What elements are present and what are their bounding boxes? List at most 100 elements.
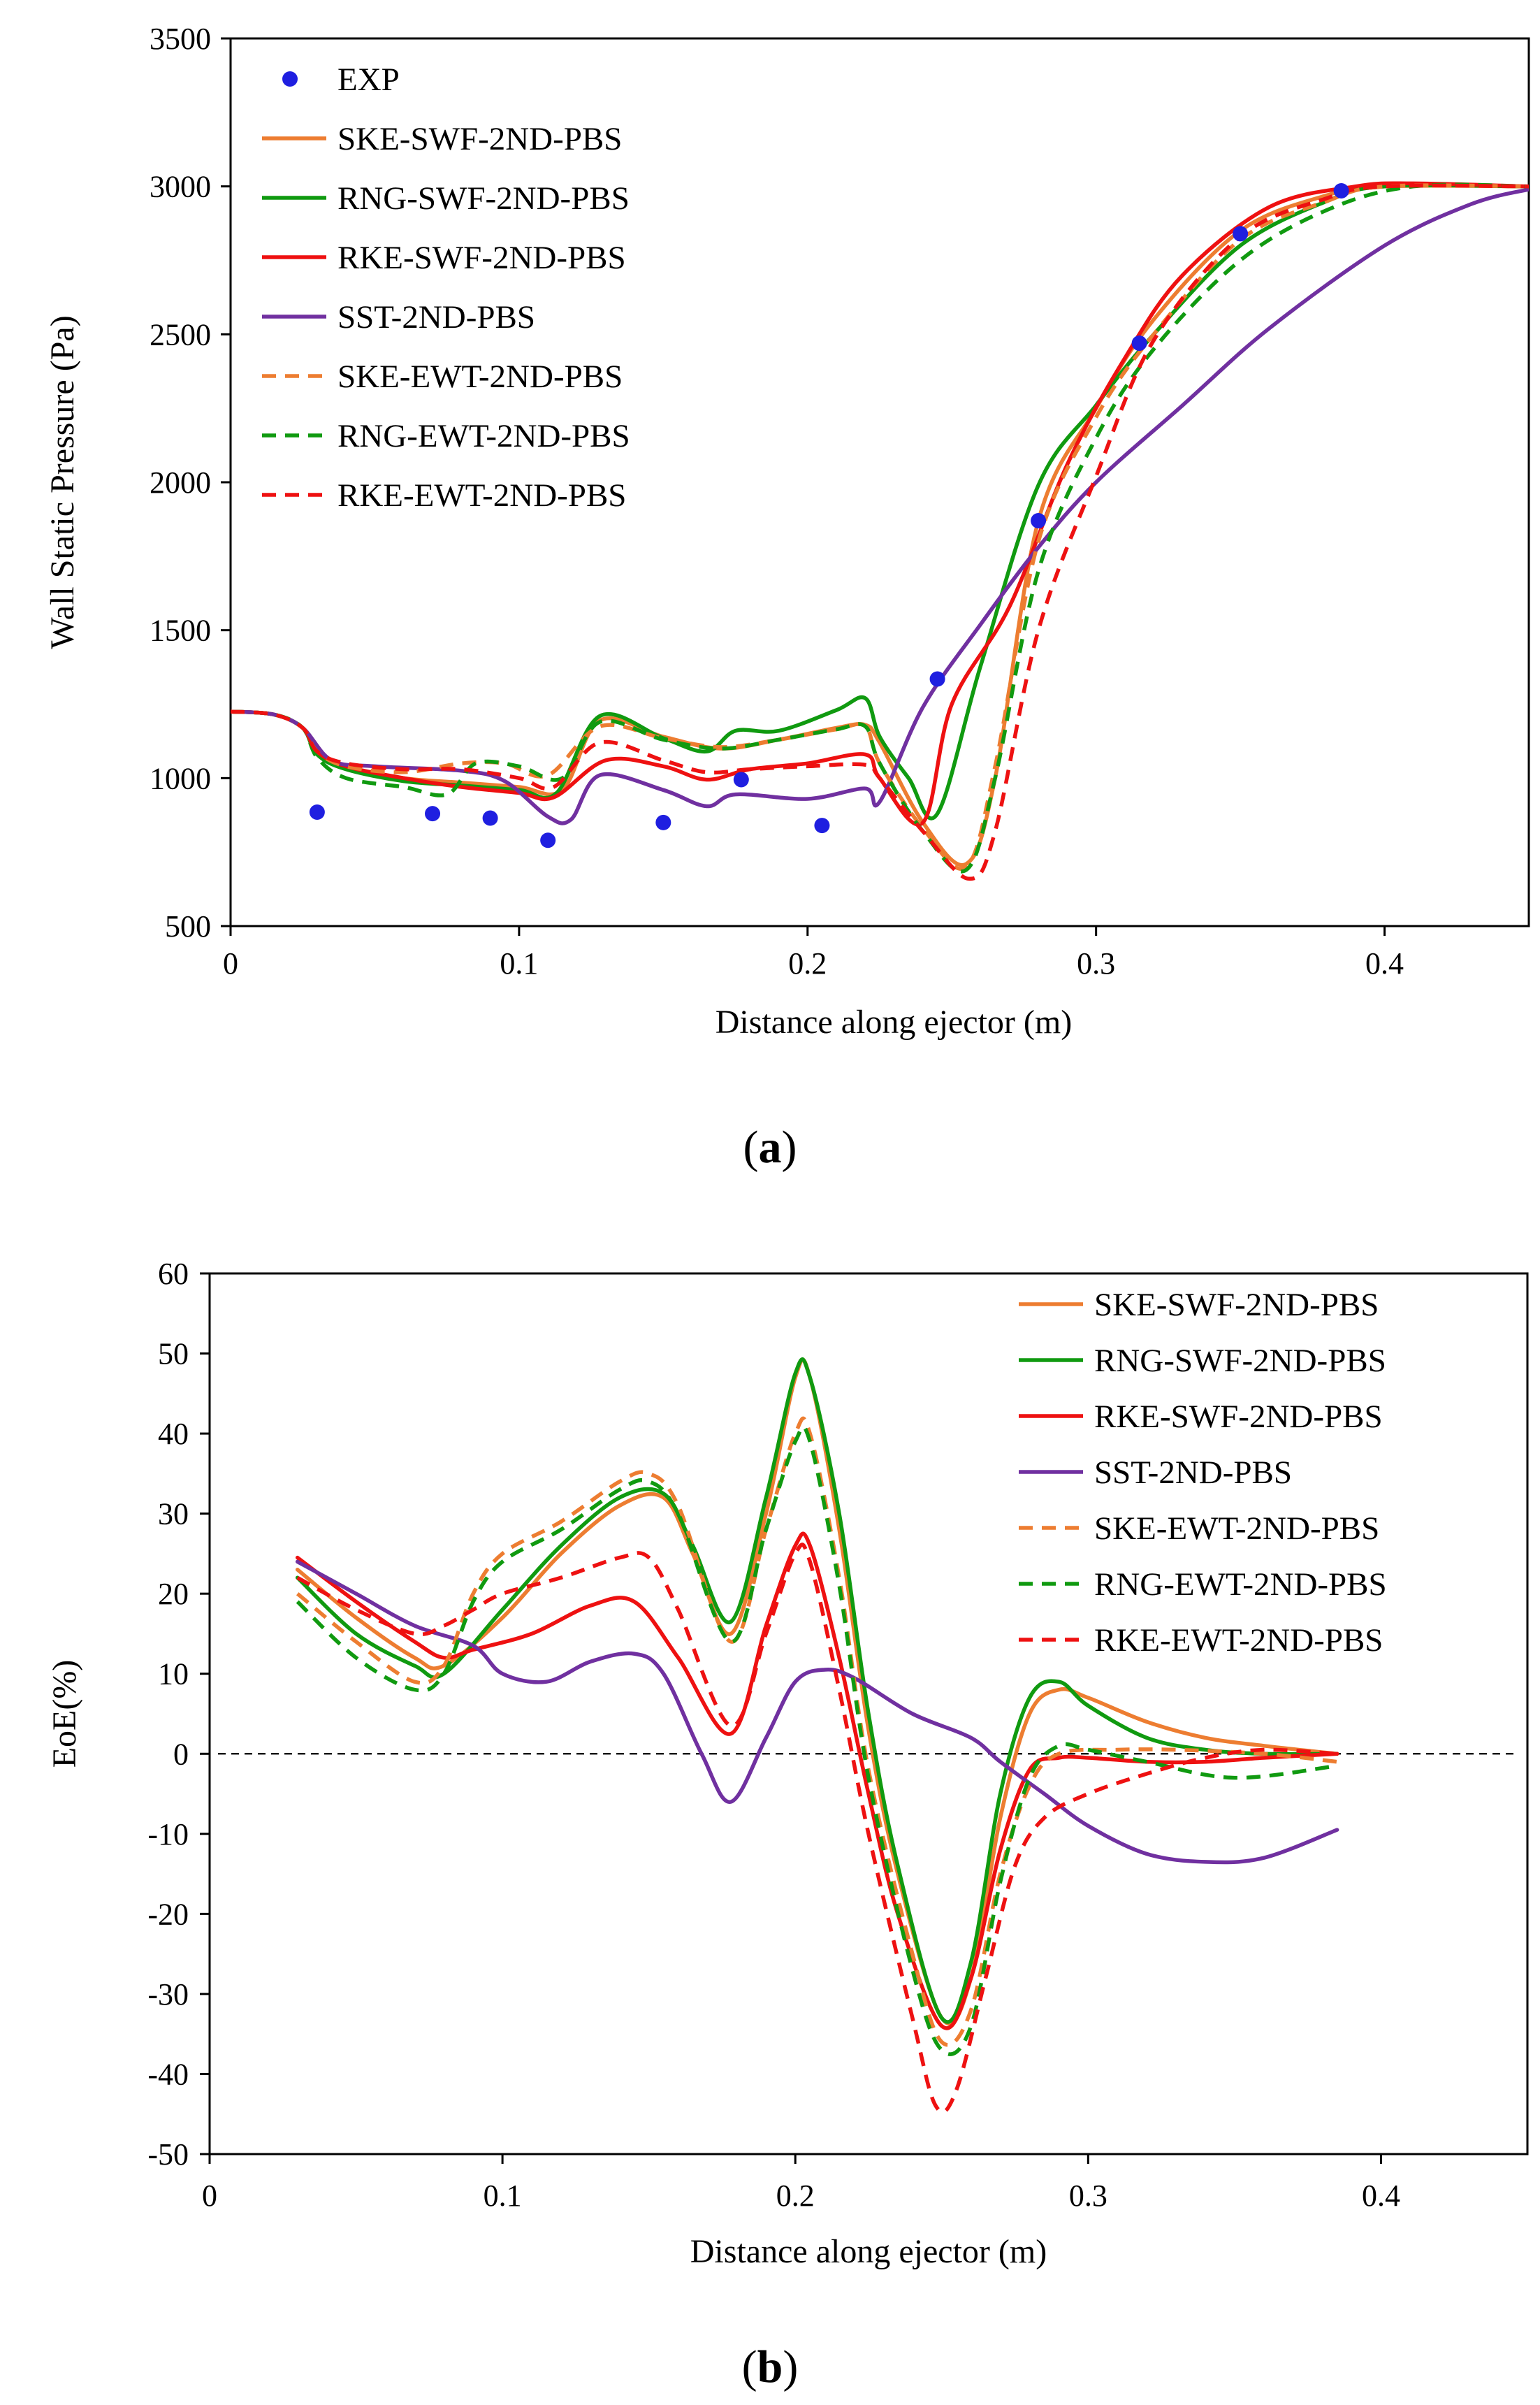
legend-label: RNG-EWT-2ND-PBS — [337, 418, 630, 454]
y-tick-label: 60 — [158, 1257, 189, 1291]
series-line-rke-ewt-2nd-pbs — [296, 1543, 1337, 2114]
exp-data-point — [425, 806, 441, 822]
legend-label: RKE-SWF-2ND-PBS — [337, 240, 626, 276]
legend-label: EXP — [337, 62, 400, 98]
x-axis-title: Distance along ejector (m) — [690, 2233, 1047, 2270]
exp-data-point — [655, 814, 671, 830]
panel-label-letter: b — [757, 2341, 783, 2392]
exp-data-point — [309, 804, 325, 821]
legend-label: SKE-EWT-2ND-PBS — [1094, 1510, 1379, 1547]
panel-label-letter: a — [759, 1122, 782, 1173]
y-axis-title: EoE(%) — [46, 1660, 83, 1768]
legend-item: RNG-SWF-2ND-PBS — [1019, 1343, 1386, 1379]
panel-label-open: ( — [742, 2341, 757, 2392]
x-tick-label: 0.3 — [1069, 2179, 1107, 2213]
legend-label: SKE-EWT-2ND-PBS — [337, 359, 623, 395]
x-tick-label: 0.2 — [788, 946, 827, 981]
exp-data-point — [1131, 335, 1147, 352]
y-tick-label: 40 — [158, 1417, 189, 1451]
y-tick-label: 2000 — [150, 465, 211, 500]
series-line-rng-swf-2nd-pbs — [295, 1357, 1339, 2024]
x-tick-label: 0 — [223, 946, 238, 981]
y-tick-label: 20 — [158, 1577, 189, 1611]
y-tick-label: -30 — [147, 1977, 189, 2012]
legend-label: RKE-SWF-2ND-PBS — [1094, 1399, 1383, 1435]
y-tick-label: 0 — [173, 1737, 189, 1771]
legend: SKE-SWF-2ND-PBS RNG-SWF-2ND-PBS RKE-SWF-2N… — [1019, 1287, 1387, 1659]
legend-item: EXP — [282, 62, 400, 98]
legend-item: RNG-EWT-2ND-PBS — [262, 418, 630, 454]
legend-item: RKE-SWF-2ND-PBS — [262, 240, 626, 276]
exp-data-point — [482, 810, 498, 826]
panel-label-close: ) — [783, 2341, 798, 2392]
legend-label: SKE-SWF-2ND-PBS — [1094, 1287, 1379, 1323]
series-line-rng-ewt-2nd-pbs — [231, 182, 1529, 874]
legend-item: RKE-EWT-2ND-PBS — [262, 477, 626, 514]
chart-b: 0 0.1 0.2 0.3 0.4 -50 -40 -30 -20 -10 0 10 20 30 40 50 6… — [46, 1257, 1529, 2392]
exp-data-point — [1333, 183, 1349, 199]
exp-data-point — [1031, 513, 1047, 529]
legend-label: RKE-EWT-2ND-PBS — [337, 477, 626, 514]
panel-label: (a) — [743, 1122, 797, 1173]
exp-data-point — [929, 671, 945, 687]
series-group — [231, 181, 1529, 881]
panel-label-open: ( — [743, 1122, 759, 1173]
chart-a: 0 0.1 0.2 0.3 0.4 500 1000 1500 2000 2500 3000 3500… — [44, 22, 1530, 1173]
y-tick-label: 3500 — [150, 22, 211, 56]
y-tick-label: 10 — [158, 1657, 189, 1691]
legend-item: SKE-SWF-2ND-PBS — [1019, 1287, 1379, 1323]
x-tick-label: 0.3 — [1077, 946, 1115, 981]
y-axis-title: Wall Static Pressure (Pa) — [44, 315, 81, 649]
y-tick-label: 50 — [158, 1337, 189, 1371]
x-tick-label: 0.2 — [776, 2179, 815, 2213]
series-line-rke-swf-2nd-pbs — [231, 181, 1529, 827]
series-line-rke-swf-2nd-pbs — [295, 1531, 1339, 2030]
exp-data-point — [540, 832, 556, 848]
legend-label: RKE-EWT-2ND-PBS — [1094, 1622, 1383, 1659]
legend-item: SST-2ND-PBS — [1019, 1454, 1292, 1491]
legend-item: SST-2ND-PBS — [262, 299, 535, 335]
series-line-rke-ewt-2nd-pbs — [231, 183, 1529, 881]
x-tick-label: 0.4 — [1365, 946, 1404, 981]
legend-item: RKE-EWT-2ND-PBS — [1019, 1622, 1383, 1659]
legend-item: RNG-EWT-2ND-PBS — [1019, 1566, 1387, 1603]
y-tick-label: 1500 — [150, 614, 211, 648]
panel-label-close: ) — [782, 1122, 797, 1173]
legend-item: SKE-EWT-2ND-PBS — [1019, 1510, 1379, 1547]
series-line-sst-2nd-pbs — [295, 1559, 1339, 1865]
y-tick-label: 1000 — [150, 761, 211, 795]
legend-label: RNG-EWT-2ND-PBS — [1094, 1566, 1387, 1603]
x-tick-label: 0.1 — [484, 2179, 522, 2213]
legend-label: SST-2ND-PBS — [337, 299, 535, 335]
x-tick-label: 0 — [202, 2179, 217, 2213]
legend-item: RKE-SWF-2ND-PBS — [1019, 1399, 1383, 1435]
series-line-ske-swf-2nd-pbs — [295, 1357, 1339, 2026]
legend-item: SKE-SWF-2ND-PBS — [262, 121, 622, 157]
series-line-rng-ewt-2nd-pbs — [296, 1424, 1337, 2056]
legend-marker — [282, 71, 298, 87]
y-tick-label: -20 — [147, 1897, 189, 1931]
y-tick-label: 2500 — [150, 317, 211, 352]
legend-label: RNG-SWF-2ND-PBS — [1094, 1343, 1386, 1379]
y-tick-label: -40 — [147, 2057, 189, 2091]
legend: EXP SKE-SWF-2ND-PBS RNG-SWF-2ND-PBS RKE-SWF… — [262, 62, 630, 514]
exp-data-point — [814, 818, 830, 834]
y-tick-label: 500 — [165, 909, 211, 944]
x-axis-title: Distance along ejector (m) — [715, 1004, 1072, 1041]
panel-label: (b) — [742, 2341, 799, 2392]
series-group — [295, 1357, 1339, 2114]
legend-label: SST-2ND-PBS — [1094, 1454, 1292, 1491]
y-tick-label: -10 — [147, 1817, 189, 1851]
exp-data-point — [733, 772, 749, 788]
legend-label: RNG-SWF-2ND-PBS — [337, 180, 630, 217]
y-tick-label: 30 — [158, 1497, 189, 1531]
legend-label: SKE-SWF-2ND-PBS — [337, 121, 622, 157]
legend-item: RNG-SWF-2ND-PBS — [262, 180, 630, 217]
y-tick-label: 3000 — [150, 170, 211, 204]
x-tick-label: 0.1 — [500, 946, 538, 981]
exp-data-point — [1233, 226, 1249, 242]
series-line-rng-swf-2nd-pbs — [231, 183, 1529, 821]
x-tick-label: 0.4 — [1362, 2179, 1400, 2213]
legend-item: SKE-EWT-2ND-PBS — [262, 359, 623, 395]
